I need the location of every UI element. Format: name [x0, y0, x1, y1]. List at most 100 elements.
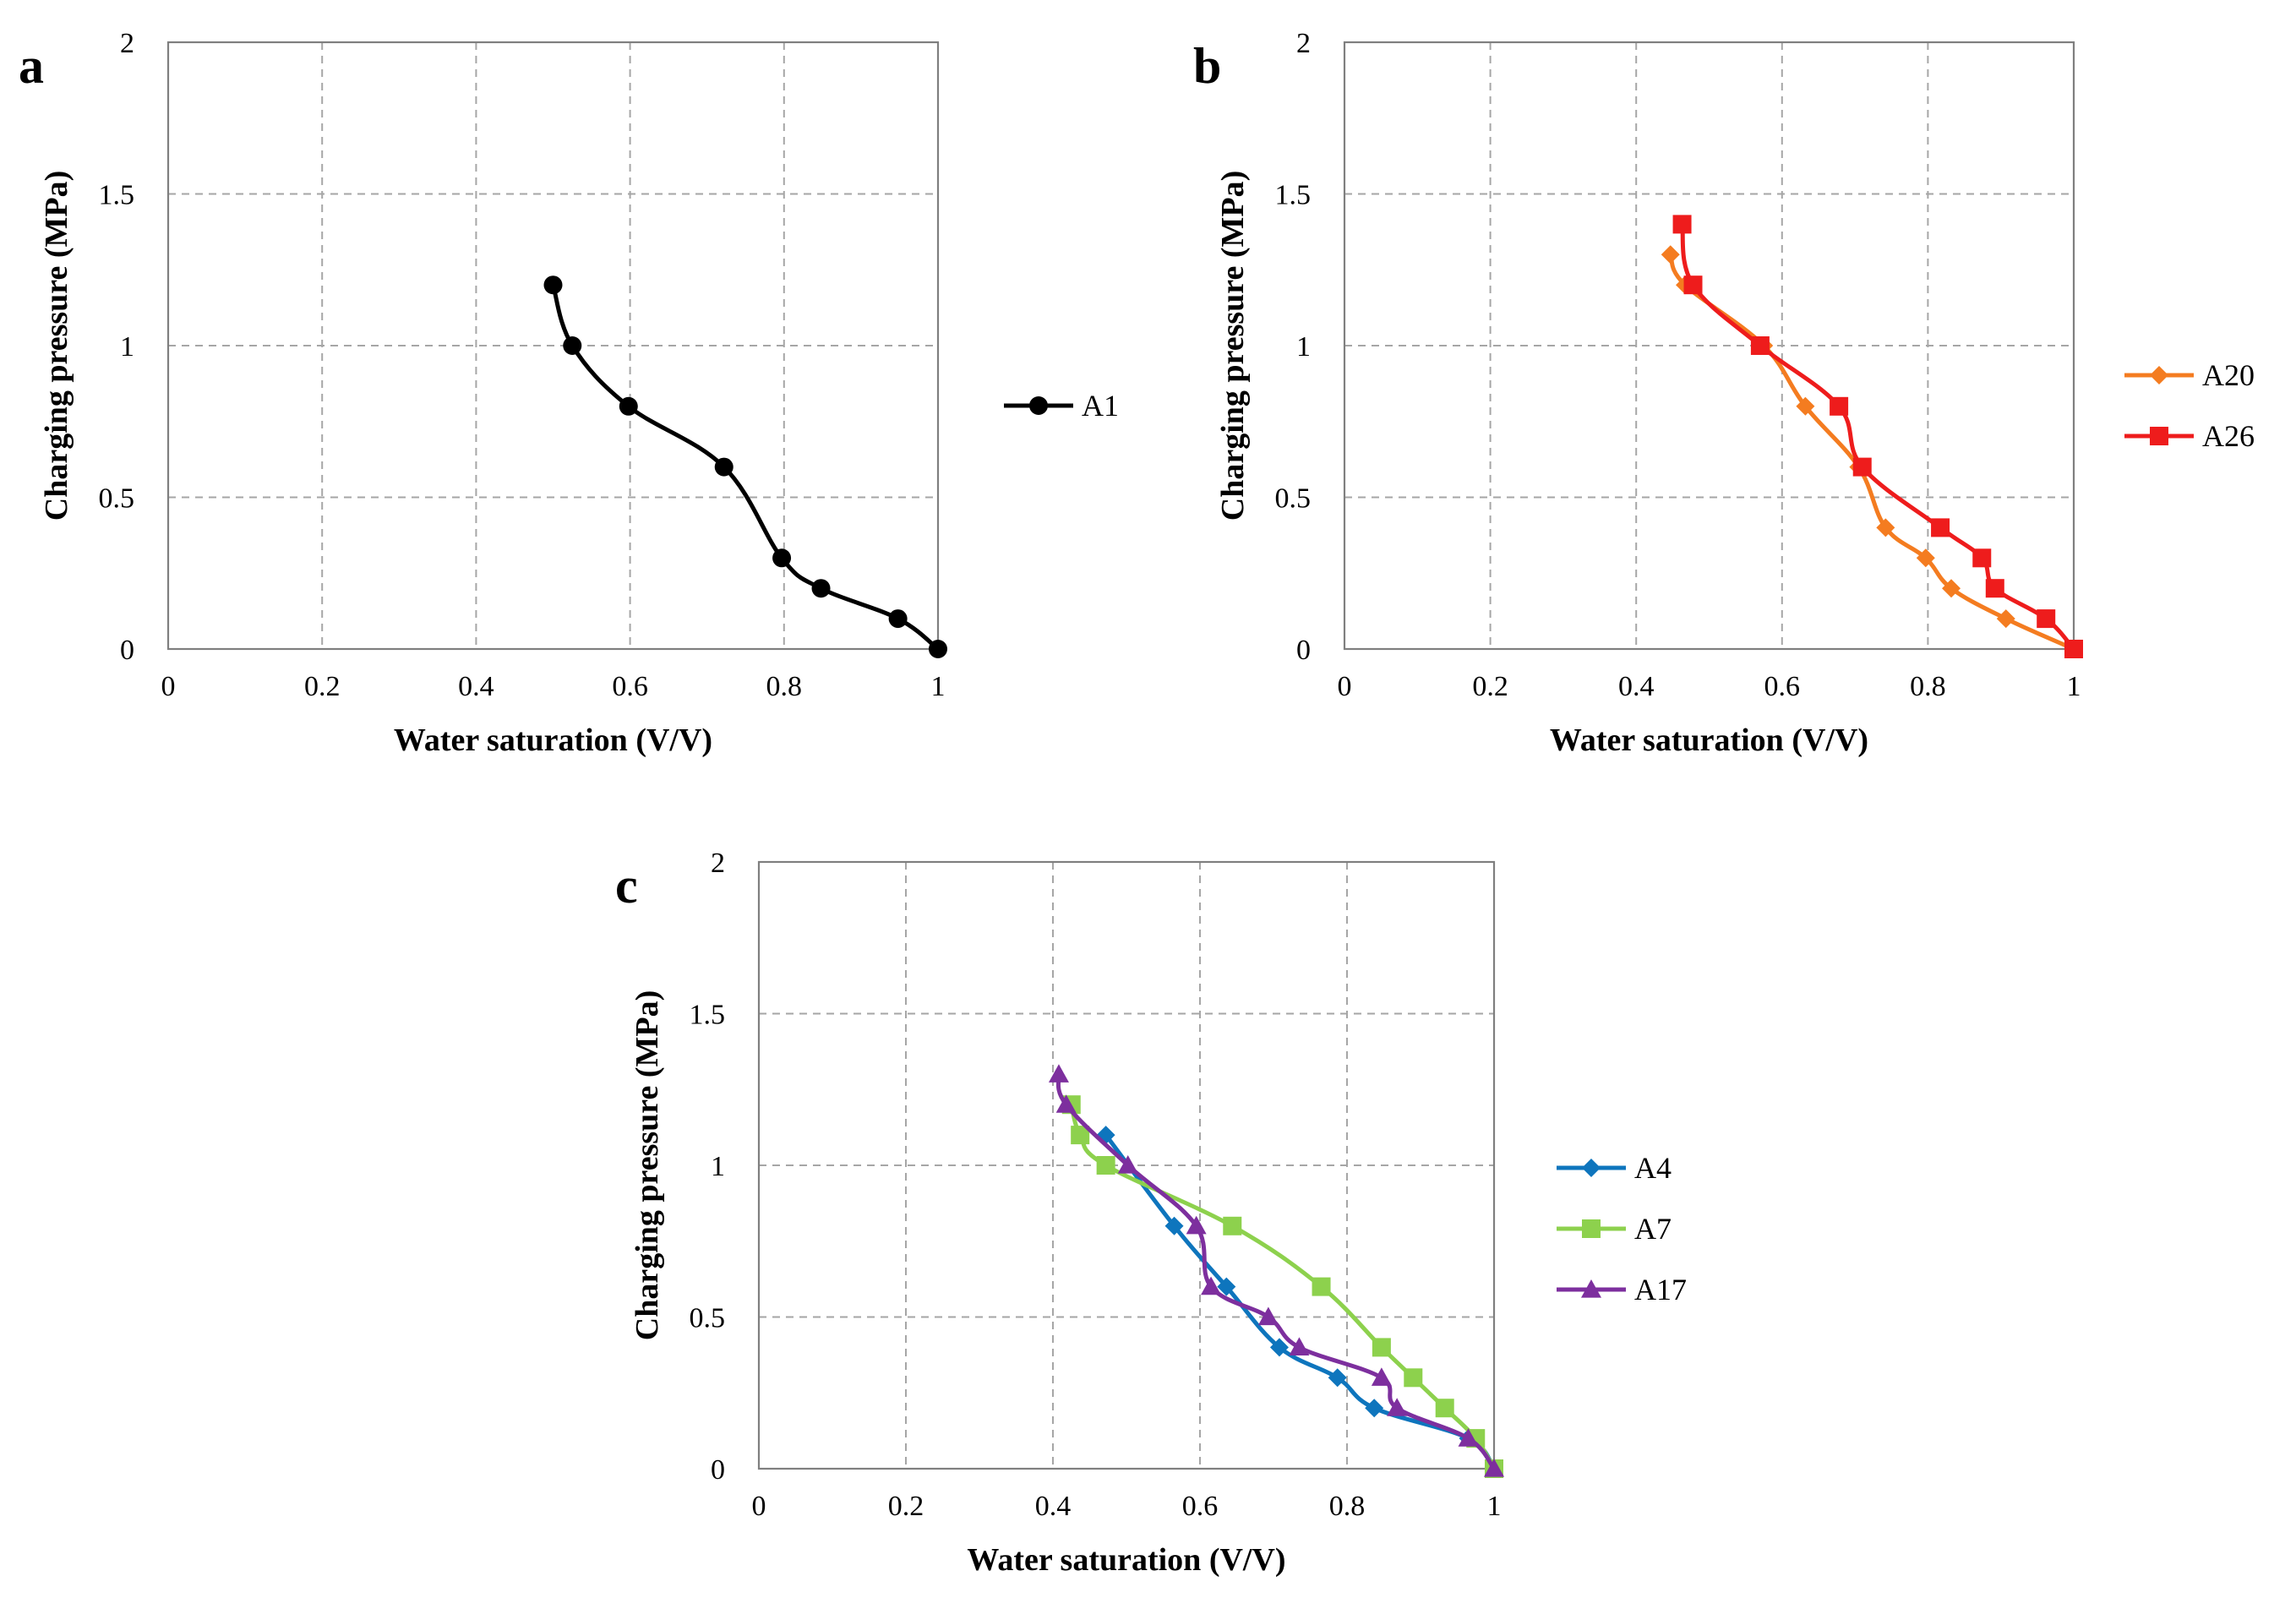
data-point-a20	[1661, 245, 1680, 265]
x-axis-title: Water saturation (V/V)	[967, 1542, 1285, 1578]
legend-marker-a17	[1581, 1279, 1601, 1298]
data-point-a26	[1672, 215, 1692, 234]
y-tick-label: 0.5	[1275, 483, 1312, 515]
data-point-a26	[2037, 609, 2056, 629]
series-line-a7	[1069, 1102, 1497, 1471]
y-tick-label: 2	[711, 848, 725, 879]
series-line-a20	[1668, 252, 2076, 652]
legend-marker-a26	[2150, 427, 2168, 445]
x-tick-label: 0.2	[888, 1491, 924, 1522]
data-point-a1	[888, 609, 908, 629]
y-tick-label: 0	[711, 1454, 725, 1486]
data-point-a17	[1117, 1155, 1138, 1174]
data-point-a20	[1942, 579, 1961, 598]
y-tick-label: 0	[120, 635, 134, 666]
x-tick-label: 0.4	[1618, 671, 1655, 702]
x-tick-label: 1	[2067, 671, 2081, 702]
data-point-a7	[1096, 1156, 1115, 1175]
data-point-a7	[1435, 1399, 1454, 1418]
data-point-a7	[1071, 1126, 1090, 1145]
x-tick-label: 0.2	[1472, 671, 1508, 702]
x-axis-title: Water saturation (V/V)	[1550, 723, 1868, 758]
data-point-a20	[1796, 396, 1815, 416]
x-tick-label: 1	[1487, 1491, 1502, 1522]
data-point-a4	[1217, 1277, 1236, 1296]
plot-area-frame	[757, 860, 1496, 1470]
y-tick-label: 1	[711, 1151, 725, 1182]
series-line-a17	[1055, 1072, 1497, 1471]
y-tick-label: 0.5	[690, 1303, 726, 1334]
x-axis-title: Water saturation (V/V)	[394, 723, 712, 758]
plot-area-frame	[166, 41, 940, 651]
x-tick-label: 1	[931, 671, 946, 702]
legend-label-a20: A20	[2202, 358, 2255, 392]
data-point-a7	[1312, 1277, 1331, 1296]
plot-area-frame	[1343, 41, 2075, 651]
y-tick-label: 0	[1296, 635, 1311, 666]
x-tick-label: 0.8	[1329, 1491, 1366, 1522]
data-point-a1	[563, 336, 582, 355]
data-point-a20	[1996, 609, 2015, 629]
legend-label-a26: A26	[2202, 419, 2255, 453]
data-point-a17	[1371, 1367, 1392, 1386]
x-tick-label: 0.8	[766, 671, 803, 702]
y-axis-title: Charging pressure (MPa)	[39, 171, 74, 521]
data-point-a17	[1257, 1306, 1279, 1326]
y-tick-label: 1.5	[1275, 180, 1312, 211]
data-point-a4	[1328, 1368, 1347, 1388]
data-point-a17	[1048, 1064, 1069, 1083]
data-point-a1	[772, 548, 792, 568]
data-point-a26	[1852, 457, 1872, 477]
data-point-a26	[2064, 640, 2083, 658]
legend-label-a4: A4	[1634, 1151, 1672, 1185]
data-point-a20	[1916, 548, 1935, 568]
y-axis-title: Charging pressure (MPa)	[1215, 171, 1251, 521]
y-tick-label: 1	[1296, 331, 1311, 363]
data-point-a26	[1931, 518, 1950, 537]
data-point-a17	[1458, 1428, 1479, 1447]
x-tick-label: 0.6	[1764, 671, 1801, 702]
data-point-a26	[1972, 548, 1992, 568]
x-tick-label: 0	[161, 671, 176, 702]
data-point-a7	[1404, 1368, 1423, 1388]
data-point-a17	[1055, 1094, 1077, 1113]
series-line-a4	[1104, 1132, 1497, 1471]
x-tick-label: 0.2	[304, 671, 341, 702]
data-point-a20	[1876, 518, 1895, 537]
x-tick-label: 0.6	[1182, 1491, 1219, 1522]
data-point-a4	[1269, 1338, 1289, 1357]
y-tick-label: 2	[120, 28, 134, 59]
legend-label-a7: A7	[1634, 1212, 1672, 1246]
y-tick-label: 1.5	[690, 1000, 726, 1031]
y-tick-label: 2	[1296, 28, 1311, 59]
panel-b-chart: b 0 0.2 0.4 0.6 0.8 1 0 0.5 1 1.5 2 Water saturation…	[1193, 28, 2255, 758]
data-point-a1	[543, 275, 563, 295]
data-point-a17	[1289, 1337, 1310, 1355]
y-axis-title: Charging pressure (MPa)	[630, 990, 665, 1340]
y-tick-label: 1	[120, 331, 134, 363]
legend-marker-a4	[1582, 1159, 1601, 1177]
x-tick-label: 0	[1338, 671, 1352, 702]
series-line-a26	[1680, 221, 2076, 652]
panel-a-chart: a 0 0.2 0.4 0.6 0.8 1 0 0.5 1 1.5 2 Water saturation…	[19, 28, 1119, 758]
data-point-a26	[1683, 275, 1703, 295]
data-point-a17	[1387, 1398, 1408, 1416]
x-tick-label: 0.4	[1035, 1491, 1072, 1522]
x-tick-label: 0.4	[458, 671, 494, 702]
x-tick-label: 0	[752, 1491, 766, 1522]
data-point-a7	[1223, 1216, 1242, 1235]
y-tick-label: 0.5	[99, 483, 135, 515]
data-point-a7	[1372, 1338, 1391, 1357]
data-point-a26	[1750, 336, 1770, 355]
data-point-a4	[1164, 1216, 1184, 1235]
data-point-a1	[811, 579, 831, 598]
series-line-a1	[551, 282, 941, 652]
data-point-a26	[1830, 396, 1849, 416]
legend-label-a1: A1	[1082, 389, 1119, 423]
data-point-a1	[619, 396, 638, 416]
x-tick-label: 0.8	[1910, 671, 1946, 702]
panel-b-letter: b	[1193, 38, 1221, 94]
data-point-a1	[929, 640, 947, 658]
y-tick-label: 1.5	[99, 180, 135, 211]
